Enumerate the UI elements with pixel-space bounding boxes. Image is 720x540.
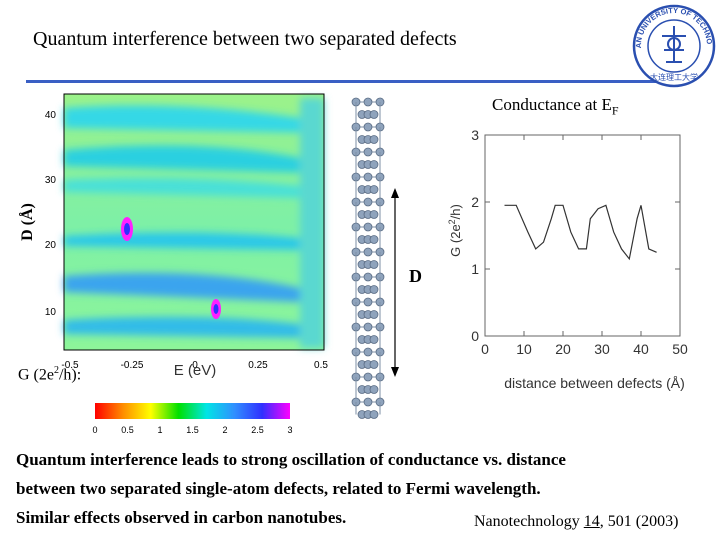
- colorbar-tick: 2: [222, 425, 227, 435]
- atom: [369, 260, 379, 269]
- conductance-chart: 0 10 20 30 40 50 0 1 2 3 distance between defects…: [447, 127, 688, 391]
- atom: [363, 97, 373, 107]
- citation: Nanotechnology 14, 501 (2003): [474, 513, 679, 530]
- atom: [369, 410, 379, 419]
- colorbar-ticks: 0 0.5 1 1.5 2 2.5 3: [92, 425, 292, 435]
- atom: [369, 210, 379, 219]
- atom: [363, 147, 373, 157]
- atom: [363, 172, 373, 182]
- nanowire-structure: [351, 97, 399, 419]
- colorbar-label: G (2e2/h):: [18, 365, 82, 384]
- atom: [363, 397, 373, 407]
- colorbar-tick: 1: [157, 425, 162, 435]
- atom: [369, 310, 379, 319]
- body-line-1: Quantum interference leads to strong osc…: [16, 450, 566, 469]
- atom: [369, 385, 379, 394]
- atom: [363, 197, 373, 207]
- chart-x-tick: 20: [555, 341, 571, 357]
- body-line-3: Similar effects observed in carbon nanot…: [16, 508, 347, 527]
- chart-frame: [484, 134, 681, 337]
- heatmap-x-tick: 0.5: [314, 360, 328, 371]
- heatmap-x-tick: 0.25: [248, 360, 268, 371]
- logo-bottom-text: 大连理工大学: [650, 72, 698, 82]
- conductance-line: [504, 204, 657, 261]
- heatmap-area: [64, 94, 324, 350]
- heatmap-x-tick: -0.25: [121, 360, 144, 371]
- heatmap-y-tick: 10: [45, 307, 57, 318]
- colorbar-tick: 1.5: [186, 425, 199, 435]
- atom: [363, 322, 373, 332]
- chart-x-tick: 40: [633, 341, 649, 357]
- heatmap-y-tick: 30: [45, 175, 57, 186]
- logo-emblem-icon: [662, 26, 686, 63]
- body-text: Quantum interference leads to strong osc…: [16, 445, 706, 532]
- chart-x-tick: 0: [481, 341, 489, 357]
- atom: [369, 335, 379, 344]
- colorbar-tick: 0.5: [121, 425, 134, 435]
- atom: [369, 110, 379, 119]
- atom: [363, 372, 373, 382]
- colorbar: [95, 403, 290, 419]
- atom: [363, 122, 373, 132]
- title-underline: [26, 80, 656, 83]
- heatmap-panel: 10 20 30 40 -0.5 -0.25 0 0.25 0.5 D (Å) E (eV): [18, 93, 328, 378]
- heatmap-x-tick: 0: [192, 360, 198, 371]
- atom: [369, 160, 379, 169]
- heatmap-y-tick: 20: [45, 240, 57, 251]
- atom: [363, 347, 373, 357]
- atom: [363, 272, 373, 282]
- chart-x-tick: 30: [594, 341, 610, 357]
- slide-title: Quantum interference between two separat…: [33, 28, 457, 50]
- atom: [363, 247, 373, 257]
- chart-x-label: distance between defects (Å): [504, 375, 685, 391]
- chart-y-tick: 1: [471, 261, 479, 277]
- colorbar-tick: 3: [287, 425, 292, 435]
- heatmap-x-tick: -0.5: [61, 360, 79, 371]
- body-line-2: between two separated single-atom defect…: [16, 479, 541, 498]
- chart-y-tick: 0: [471, 328, 479, 344]
- atom: [369, 235, 379, 244]
- atom: [369, 185, 379, 194]
- chart-y-tick: 3: [471, 127, 479, 143]
- distance-label: D: [409, 266, 422, 286]
- heatmap-x-label: E (eV): [174, 362, 217, 378]
- atom: [369, 360, 379, 369]
- atom: [369, 285, 379, 294]
- chart-x-tick: 10: [516, 341, 532, 357]
- university-logo: DALIAN UNIVERSITY OF TECHNOLOGY 大连理工大学: [632, 4, 716, 88]
- chart-y-label: G (2e2/h): [447, 204, 463, 257]
- colorbar-tick: 0: [92, 425, 97, 435]
- heatmap-y-tick: 40: [45, 110, 57, 121]
- chart-title: Conductance at EF: [492, 95, 619, 118]
- chart-x-tick: 50: [672, 341, 688, 357]
- heatmap-y-label: D (Å): [18, 203, 36, 241]
- colorbar-tick: 2.5: [251, 425, 264, 435]
- chart-y-tick: 2: [471, 194, 479, 210]
- atom: [363, 297, 373, 307]
- atom: [363, 222, 373, 232]
- atom: [369, 135, 379, 144]
